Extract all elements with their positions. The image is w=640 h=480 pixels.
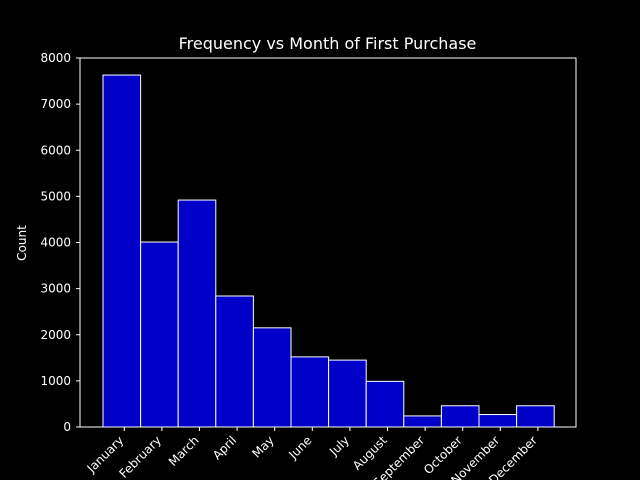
bar-november	[479, 415, 517, 427]
bar-december	[517, 406, 555, 427]
y-tick-label: 0	[63, 420, 71, 434]
bar-march	[178, 200, 216, 427]
y-tick-label: 3000	[40, 282, 71, 296]
x-tick-label-july: July	[326, 433, 352, 459]
bar-april	[216, 296, 254, 427]
y-axis: 0 1000 2000 3000 4000 5000 6000 7000 8000	[40, 51, 80, 434]
y-axis-label: Count	[15, 225, 29, 261]
bar-july	[329, 360, 367, 427]
bar-august	[366, 381, 404, 427]
y-tick-label: 1000	[40, 374, 71, 388]
bar-january	[103, 75, 141, 427]
bar-june	[291, 357, 329, 427]
chart-title: Frequency vs Month of First Purchase	[179, 34, 477, 53]
x-tick-label-march: March	[166, 433, 202, 469]
bar-september	[404, 416, 442, 427]
bar-may	[253, 328, 291, 427]
y-tick-label: 2000	[40, 328, 71, 342]
x-tick-label-february: February	[117, 433, 165, 480]
y-tick-label: 6000	[40, 143, 71, 157]
x-tick-label-april: April	[210, 433, 239, 462]
y-tick-label: 8000	[40, 51, 71, 65]
x-tick-label-june: June	[285, 433, 314, 462]
bar-october	[441, 406, 479, 427]
y-tick-label: 5000	[40, 189, 71, 203]
x-tick-label-may: May	[249, 433, 276, 460]
y-tick-label: 4000	[40, 236, 71, 250]
y-tick-label: 7000	[40, 97, 71, 111]
bars-group	[103, 75, 554, 427]
bar-february	[141, 242, 179, 427]
